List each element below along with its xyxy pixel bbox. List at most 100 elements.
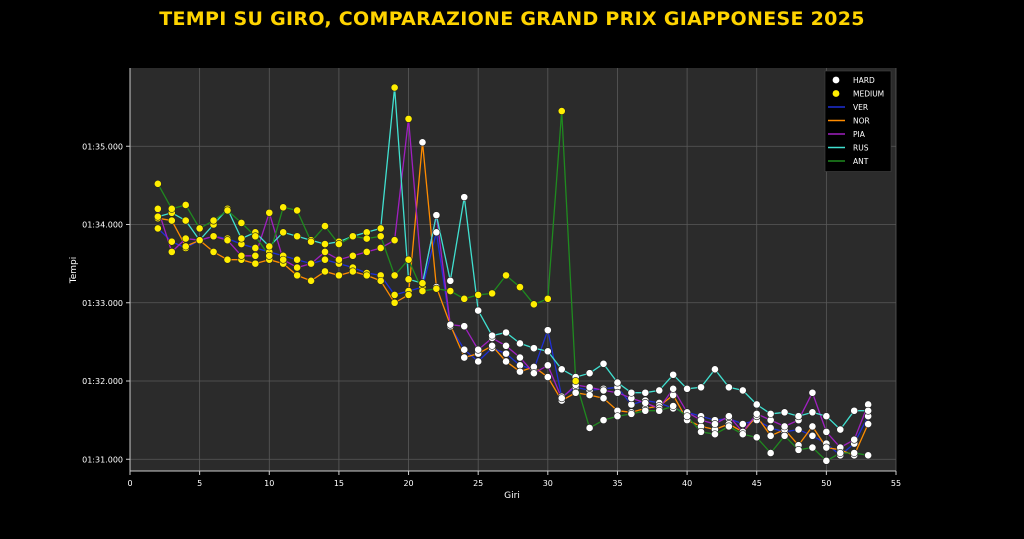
data-point-rus (265, 242, 274, 251)
data-point-nor (307, 276, 315, 285)
axes: 0 5 10 15 20 25 30 35 40 45 50 55 01:31.000 01:32.000… (82, 68, 901, 488)
data-point-ant (237, 219, 246, 227)
data-point-ver (460, 345, 469, 354)
data-point-pia (529, 369, 538, 378)
data-point-pia (850, 435, 859, 444)
data-point-ant (683, 412, 691, 421)
grid (129, 68, 897, 471)
data-point-ant (669, 402, 678, 410)
data-point-rus (641, 388, 650, 397)
data-point-nor (502, 357, 510, 366)
data-point-ant (571, 377, 580, 385)
data-point-pia (251, 251, 260, 260)
data-point-ant (585, 424, 594, 432)
data-point-nor (571, 388, 580, 397)
data-point-ant (557, 107, 566, 115)
data-point-pia (697, 416, 705, 425)
data-point-pia (752, 409, 761, 418)
data-point-pia (307, 259, 315, 268)
data-point-rus (766, 409, 775, 418)
legend-label: PIA (853, 130, 866, 139)
data-point-ant (418, 287, 427, 295)
data-point-ant (780, 431, 789, 440)
x-tick-label: 5 (197, 479, 202, 488)
data-point-pia (237, 251, 246, 260)
data-point-ant (641, 406, 650, 415)
data-point-rus (752, 400, 761, 409)
data-point-ver (167, 237, 176, 246)
data-point-rus (321, 240, 329, 248)
data-point-ant (195, 224, 204, 233)
data-point-pia (808, 388, 817, 397)
legend-marker-hard (832, 76, 840, 84)
data-point-nor (585, 391, 594, 399)
data-point-pia (335, 255, 343, 264)
data-point-ant (153, 179, 162, 188)
data-point-rus (446, 276, 455, 285)
data-point-ant (335, 240, 343, 248)
data-point-rus (669, 370, 678, 379)
data-point-rus (432, 211, 441, 220)
data-point-ant (265, 251, 274, 260)
data-point-rus (237, 234, 246, 243)
data-point-rus (711, 365, 719, 374)
data-point-rus (460, 193, 469, 202)
data-point-pia (460, 322, 469, 331)
data-point-nor (181, 242, 190, 251)
y-axis-label: Tempi (69, 257, 79, 285)
data-point-rus (153, 212, 162, 221)
x-tick-label: 35 (612, 479, 622, 488)
data-point-ant (613, 412, 622, 421)
data-point-ant (181, 201, 190, 209)
data-point-ver (153, 224, 162, 233)
data-point-ant (808, 443, 817, 452)
series-line-rus (157, 87, 869, 431)
data-point-pia (223, 236, 232, 245)
data-point-nor (488, 341, 497, 350)
data-point-rus (474, 306, 483, 315)
data-point-ant (293, 206, 302, 215)
data-point-pia (780, 422, 789, 431)
data-point-rus (794, 412, 803, 421)
data-point-nor (223, 255, 232, 264)
data-point-rus (181, 216, 190, 225)
legend-box (824, 70, 892, 172)
data-point-ant (362, 234, 371, 243)
data-point-pia (557, 394, 566, 403)
data-point-ant (460, 294, 469, 303)
data-point-ant (251, 232, 260, 241)
series-line-pia (157, 118, 869, 449)
x-tick-label: 25 (473, 479, 483, 488)
data-point-rus (557, 365, 566, 374)
data-point-nor (808, 422, 817, 431)
x-tick-label: 15 (334, 479, 344, 488)
data-point-ant (502, 271, 510, 280)
data-point-ant (488, 289, 497, 298)
data-point-nor (209, 247, 218, 256)
data-point-ant (529, 300, 538, 309)
x-tick-label: 20 (403, 479, 413, 488)
x-tick-label: 55 (891, 479, 901, 488)
data-point-nor (321, 267, 329, 276)
data-point-rus (502, 328, 510, 337)
data-point-pia (711, 420, 719, 428)
data-point-pia (543, 361, 552, 370)
data-point-ver (738, 420, 747, 428)
data-point-pia (167, 247, 176, 256)
data-point-ant (376, 232, 385, 241)
data-point-rus (738, 386, 747, 395)
legend-label: RUS (853, 144, 869, 153)
x-tick-label: 40 (682, 479, 692, 488)
data-point-rus (529, 344, 538, 353)
legend-label: MEDIUM (853, 90, 884, 99)
y-tick-label: 01:35.000 (82, 142, 123, 151)
data-point-pia (822, 427, 831, 436)
data-point-ant (711, 430, 719, 439)
data-point-ant (836, 449, 845, 457)
data-point-pia (404, 114, 413, 123)
data-point-ant (167, 204, 176, 213)
data-point-pia (181, 234, 190, 243)
data-point-pia (516, 353, 524, 362)
data-point-nor (543, 373, 552, 381)
data-point-ant (794, 445, 803, 454)
